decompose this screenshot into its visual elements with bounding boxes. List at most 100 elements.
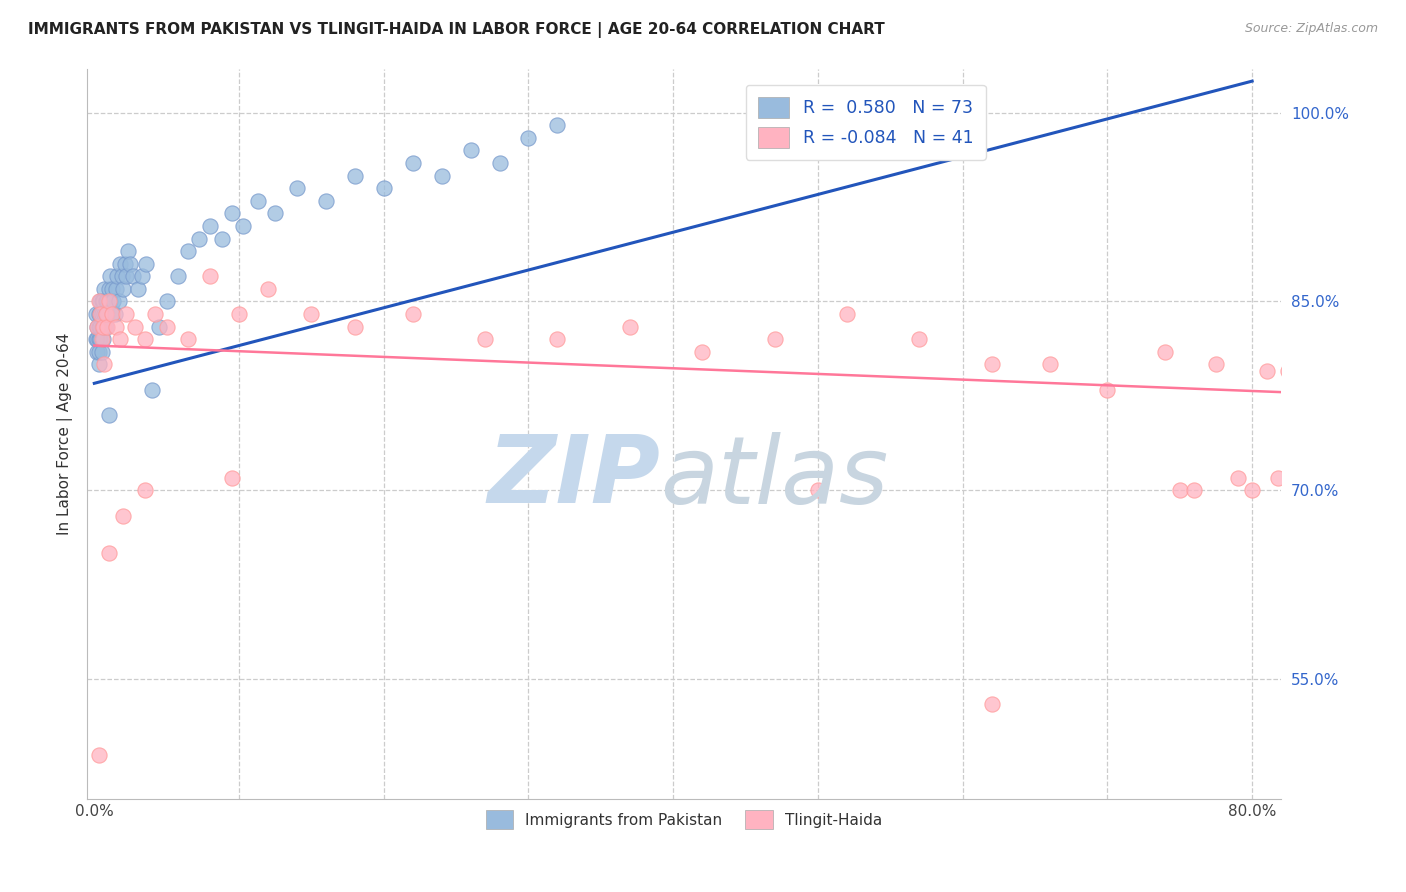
- Point: [198, 219, 221, 233]
- Point: [299, 307, 322, 321]
- Point: [100, 282, 122, 296]
- Point: [264, 206, 287, 220]
- Point: [101, 294, 124, 309]
- Point: [87, 747, 110, 762]
- Point: [108, 294, 131, 309]
- Point: [134, 332, 156, 346]
- Point: [1267, 471, 1289, 485]
- Point: [100, 307, 122, 321]
- Point: [112, 282, 135, 296]
- Point: [93, 282, 115, 296]
- Point: [97, 408, 120, 422]
- Point: [87, 294, 110, 309]
- Point: [148, 319, 170, 334]
- Point: [1277, 364, 1299, 378]
- Point: [517, 130, 540, 145]
- Point: [124, 319, 146, 334]
- Point: [908, 332, 931, 346]
- Point: [103, 307, 125, 321]
- Point: [90, 307, 112, 321]
- Point: [167, 269, 190, 284]
- Point: [89, 319, 111, 334]
- Point: [690, 344, 713, 359]
- Point: [619, 319, 641, 334]
- Point: [156, 294, 179, 309]
- Point: [112, 508, 135, 523]
- Point: [246, 194, 269, 208]
- Text: IMMIGRANTS FROM PAKISTAN VS TLINGIT-HAIDA IN LABOR FORCE | AGE 20-64 CORRELATION: IMMIGRANTS FROM PAKISTAN VS TLINGIT-HAID…: [28, 22, 884, 38]
- Point: [117, 244, 139, 258]
- Point: [1154, 344, 1177, 359]
- Point: [90, 319, 112, 334]
- Point: [474, 332, 496, 346]
- Point: [402, 156, 425, 170]
- Text: atlas: atlas: [661, 432, 889, 523]
- Point: [122, 269, 145, 284]
- Point: [90, 344, 112, 359]
- Text: Source: ZipAtlas.com: Source: ZipAtlas.com: [1244, 22, 1378, 36]
- Legend: Immigrants from Pakistan, Tlingit-Haida: Immigrants from Pakistan, Tlingit-Haida: [479, 805, 889, 835]
- Point: [114, 257, 136, 271]
- Point: [84, 332, 107, 346]
- Point: [835, 307, 858, 321]
- Point: [1226, 471, 1249, 485]
- Point: [156, 319, 179, 334]
- Point: [177, 244, 200, 258]
- Point: [105, 282, 128, 296]
- Point: [285, 181, 308, 195]
- Point: [93, 358, 115, 372]
- Y-axis label: In Labor Force | Age 20-64: In Labor Force | Age 20-64: [58, 333, 73, 535]
- Point: [1205, 358, 1227, 372]
- Point: [86, 319, 108, 334]
- Point: [177, 332, 200, 346]
- Point: [86, 344, 108, 359]
- Point: [488, 156, 510, 170]
- Point: [96, 319, 118, 334]
- Point: [87, 344, 110, 359]
- Point: [107, 269, 129, 284]
- Point: [343, 319, 366, 334]
- Point: [460, 144, 482, 158]
- Point: [141, 383, 163, 397]
- Point: [97, 294, 120, 309]
- Point: [1182, 483, 1205, 498]
- Point: [127, 282, 149, 296]
- Point: [111, 269, 134, 284]
- Point: [105, 319, 128, 334]
- Point: [187, 231, 209, 245]
- Point: [110, 257, 132, 271]
- Point: [546, 118, 568, 132]
- Point: [430, 169, 453, 183]
- Point: [91, 319, 114, 334]
- Point: [100, 307, 122, 321]
- Point: [343, 169, 366, 183]
- Point: [96, 294, 118, 309]
- Point: [93, 319, 115, 334]
- Point: [211, 231, 233, 245]
- Point: [763, 332, 786, 346]
- Point: [86, 319, 108, 334]
- Point: [115, 269, 138, 284]
- Point: [131, 269, 153, 284]
- Point: [143, 307, 166, 321]
- Point: [402, 307, 425, 321]
- Point: [232, 219, 254, 233]
- Point: [84, 307, 107, 321]
- Point: [94, 294, 117, 309]
- Point: [91, 319, 114, 334]
- Point: [120, 257, 142, 271]
- Point: [115, 307, 138, 321]
- Point: [89, 307, 111, 321]
- Point: [110, 332, 132, 346]
- Point: [980, 358, 1002, 372]
- Point: [97, 282, 120, 296]
- Point: [1097, 383, 1119, 397]
- Point: [980, 698, 1002, 712]
- Point: [91, 294, 114, 309]
- Point: [135, 257, 157, 271]
- Point: [94, 319, 117, 334]
- Point: [90, 332, 112, 346]
- Point: [1168, 483, 1191, 498]
- Point: [1256, 364, 1278, 378]
- Point: [1241, 483, 1264, 498]
